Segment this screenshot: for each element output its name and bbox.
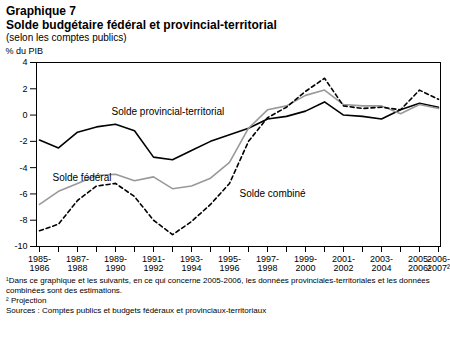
svg-text:Solde combiné: Solde combiné [240,188,307,199]
html-text:² Projection: ² Projection [6,296,47,305]
svg-text:% du PIB: % du PIB [6,46,44,56]
svg-text:Solde provincial-territorial: Solde provincial-territorial [112,106,225,117]
html-text:Sources : Comptes publics et b: Sources : Comptes publics et budgets féd… [6,306,267,315]
html-text:Graphique 7: Graphique 7 [6,4,76,18]
html-text:(selon les comptes publics): (selon les comptes publics) [6,32,127,43]
svg-text:1989-1990: 1989-1990 [104,254,127,273]
svg-text:1987-1988: 1987-1988 [66,254,89,273]
svg-text:0: 0 [22,110,27,120]
svg-text:4: 4 [22,57,27,67]
svg-text:2: 2 [22,84,27,94]
svg-text:-4: -4 [19,163,27,173]
html-text:¹Dans ce graphique et les suiv: ¹Dans ce graphique et les suivants, en c… [6,276,430,295]
svg-text:1991-1992: 1991-1992 [142,254,165,273]
svg-text:-10: -10 [14,241,27,251]
svg-text:-8: -8 [19,215,27,225]
svg-text:1999-2000: 1999-2000 [294,254,317,273]
svg-text:1993-1994: 1993-1994 [180,254,203,273]
svg-text:-2: -2 [19,136,27,146]
html-text:2005-: 2005- [408,253,431,264]
svg-text:2001-2002: 2001-2002 [332,254,355,273]
svg-text:1997-1998: 1997-1998 [256,254,279,273]
svg-text:1995-1996: 1995-1996 [218,254,241,273]
svg-text:2003-2004: 2003-2004 [370,254,393,273]
svg-text:1985-1986: 1985-1986 [28,254,51,273]
svg-text:2006-2007²: 2006-2007² [427,254,450,273]
svg-text:Solde fédéral: Solde fédéral [53,172,112,183]
html-text:2006¹: 2006¹ [408,262,431,273]
svg-text:-6: -6 [19,189,27,199]
html-text:Solde budgétaire fédéral et pr: Solde budgétaire fédéral et provincial-t… [6,18,277,32]
